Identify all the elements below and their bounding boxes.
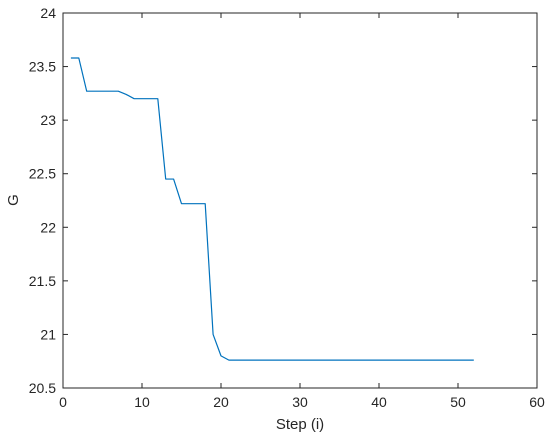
x-axis-label: Step (i) bbox=[276, 416, 324, 433]
x-tick-label: 30 bbox=[292, 394, 308, 410]
x-tick-label: 20 bbox=[213, 394, 229, 410]
x-tick-label: 40 bbox=[371, 394, 387, 410]
y-tick-label: 24 bbox=[40, 5, 56, 21]
series-group bbox=[70, 57, 474, 361]
x-tick-label: 60 bbox=[529, 394, 545, 410]
ticks-group: 0 10 20 30 40 50 60 20.5 21 21.5 22 22.5 23 23.5 24 bbox=[29, 5, 545, 410]
y-tick-label: 20.5 bbox=[29, 380, 56, 396]
plot-background bbox=[63, 13, 537, 388]
series-line bbox=[70, 57, 474, 361]
y-tick-label: 23.5 bbox=[29, 59, 56, 75]
x-tick-label: 50 bbox=[450, 394, 466, 410]
y-tick-label: 22.5 bbox=[29, 166, 56, 182]
plot-frame bbox=[62, 12, 538, 389]
y-tick-label: 21 bbox=[40, 326, 56, 342]
y-tick-label: 22 bbox=[40, 219, 56, 235]
y-axis-label: G bbox=[5, 194, 22, 206]
x-tick-label: 10 bbox=[134, 394, 150, 410]
y-tick-label: 23 bbox=[40, 112, 56, 128]
y-tick-label: 21.5 bbox=[29, 273, 56, 289]
x-tick-label: 0 bbox=[59, 394, 67, 410]
